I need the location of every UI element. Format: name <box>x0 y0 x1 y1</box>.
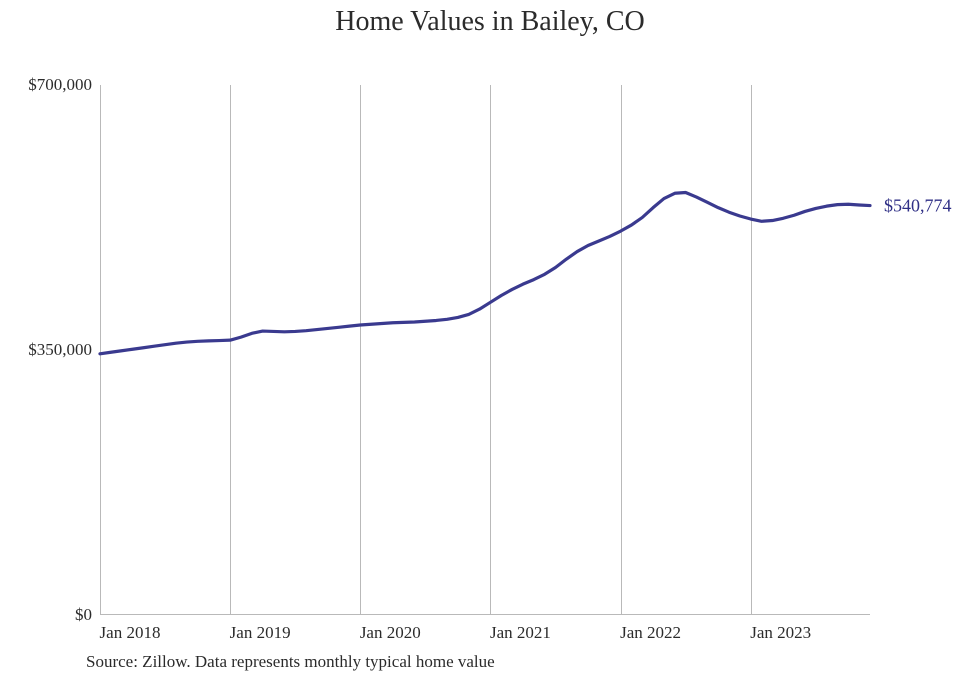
line-series <box>100 85 870 615</box>
x-tick-label: Jan 2019 <box>230 623 291 643</box>
x-tick-label: Jan 2018 <box>100 623 161 643</box>
x-tick-label: Jan 2023 <box>750 623 811 643</box>
chart-title: Home Values in Bailey, CO <box>0 6 980 38</box>
plot-area <box>100 85 870 615</box>
series-end-label: $540,774 <box>884 195 952 216</box>
y-tick-label: $0 <box>75 605 92 625</box>
x-tick-label: Jan 2022 <box>620 623 681 643</box>
y-tick-label: $350,000 <box>28 340 92 360</box>
y-tick-label: $700,000 <box>28 75 92 95</box>
x-tick-label: Jan 2020 <box>360 623 421 643</box>
x-tick-label: Jan 2021 <box>490 623 551 643</box>
source-note: Source: Zillow. Data represents monthly … <box>86 652 495 672</box>
chart-container: Home Values in Bailey, CO $0 $350,000 $7… <box>0 0 980 699</box>
